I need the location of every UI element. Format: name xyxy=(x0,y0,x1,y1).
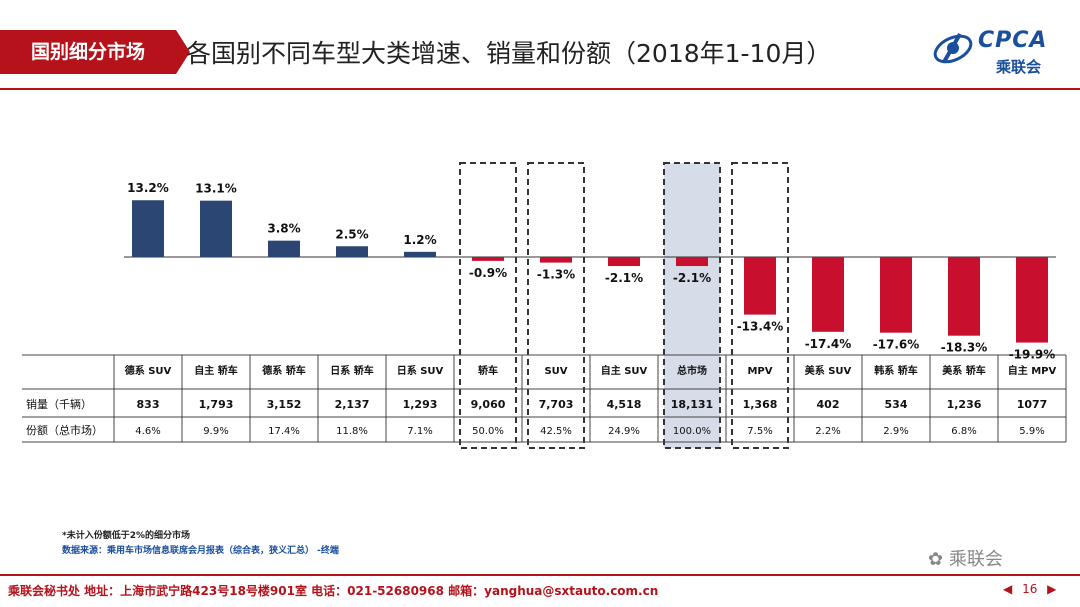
value-label: -19.9% xyxy=(1009,348,1056,362)
table-cell: 7.5% xyxy=(747,426,772,437)
bar xyxy=(676,257,708,267)
prev-page-button[interactable]: ◀ xyxy=(1003,582,1013,596)
row-label: 销量（千辆） xyxy=(26,397,92,411)
globe-icon xyxy=(933,33,973,64)
table-cell: 4.6% xyxy=(135,426,160,437)
table-cell: 1,236 xyxy=(947,398,982,411)
category-label: 德系 SUV xyxy=(124,364,172,377)
bar xyxy=(336,246,368,257)
page-title: 各国别不同车型大类增速、销量和份额（2018年1-10月） xyxy=(186,39,832,68)
bar xyxy=(812,257,844,332)
value-label: -13.4% xyxy=(737,320,784,334)
value-label: -2.1% xyxy=(605,271,643,285)
table-cell: 2.9% xyxy=(883,426,908,437)
value-label: 13.2% xyxy=(127,181,169,195)
table-cell: 5.9% xyxy=(1019,426,1044,437)
growth-chart: 13.2% 13.1% 3.8% 2.5% 1.2% -0.9% -1.3% -2.1% -2.… xyxy=(22,162,1067,449)
table-cell: 3,152 xyxy=(267,398,302,411)
bar xyxy=(948,257,980,336)
page-nav: ◀ 16 ▶ xyxy=(1000,582,1059,596)
bar xyxy=(540,257,572,263)
category-label: 美系 SUV xyxy=(805,364,852,377)
bar xyxy=(472,257,504,261)
table-cell: 11.8% xyxy=(336,426,368,437)
logo-subtext: 乘联会 xyxy=(996,58,1042,76)
table-cell: 833 xyxy=(137,398,160,411)
value-label: -0.9% xyxy=(469,266,507,280)
header-divider xyxy=(0,88,1080,90)
value-label: 3.8% xyxy=(267,222,300,236)
table-cell: 6.8% xyxy=(951,426,976,437)
table-cell: 24.9% xyxy=(608,426,640,437)
table-cell: 1,293 xyxy=(403,398,438,411)
category-label: 日系 轿车 xyxy=(330,364,373,377)
bar xyxy=(744,257,776,315)
bar xyxy=(132,200,164,257)
category-label: 自主 SUV xyxy=(601,364,648,377)
table-cell: 7,703 xyxy=(539,398,574,411)
category-label: 美系 轿车 xyxy=(942,364,985,377)
bar xyxy=(880,257,912,333)
category-label: 轿车 xyxy=(478,364,498,377)
value-label: -17.4% xyxy=(805,337,852,351)
category-label: 韩系 轿车 xyxy=(874,364,917,377)
table-cell: 402 xyxy=(817,398,840,411)
value-label: 13.1% xyxy=(195,182,237,196)
table-cell: 1077 xyxy=(1017,398,1048,411)
watermark-text: 乘联会 xyxy=(948,549,1003,570)
table-cell: 534 xyxy=(885,398,908,411)
table-cell: 4,518 xyxy=(607,398,642,411)
table-cell: 9,060 xyxy=(471,398,506,411)
table-cell: 9.9% xyxy=(203,426,228,437)
bar xyxy=(1016,257,1048,343)
category-labels: 德系 SUV 自主 轿车 德系 轿车 日系 轿车 日系 SUV 轿车 SUV 自主 SUV 总市… xyxy=(124,364,1057,377)
section-label: 国别细分市场 xyxy=(0,30,190,74)
table-cell: 18,131 xyxy=(671,398,713,411)
table-cell: 2.2% xyxy=(815,426,840,437)
table-cell: 100.0% xyxy=(673,426,711,437)
category-label: MPV xyxy=(747,366,772,377)
footnote: *未计入份额低于2%的细分市场 xyxy=(62,531,190,541)
value-label: 2.5% xyxy=(335,227,368,241)
highlight-box xyxy=(663,162,721,449)
table-cell: 7.1% xyxy=(407,426,432,437)
value-label: 1.2% xyxy=(403,233,436,247)
table-cell: 1,793 xyxy=(199,398,234,411)
next-page-button[interactable]: ▶ xyxy=(1047,582,1057,596)
data-source: 数据来源：乘用车市场信息联席会月报表（综合表，狭义汇总） -终端 xyxy=(62,546,339,556)
category-label: 日系 SUV xyxy=(397,364,444,377)
footer-contact: 乘联会秘书处 地址：上海市武宁路423号18号楼901室 电话：021-5268… xyxy=(8,584,659,598)
footer-divider xyxy=(0,574,1080,576)
table-cell: 42.5% xyxy=(540,426,572,437)
value-label: -1.3% xyxy=(537,268,575,282)
highlight-boxes xyxy=(459,162,789,449)
value-label: -17.6% xyxy=(873,338,920,352)
table-cell: 2,137 xyxy=(335,398,370,411)
bars xyxy=(124,200,1056,343)
table-grid xyxy=(22,354,1067,443)
table-cell: 50.0% xyxy=(472,426,504,437)
table-cell: 1,368 xyxy=(743,398,778,411)
wechat-watermark: ✿ 乘联会 xyxy=(928,545,1003,571)
row-label: 份额（总市场） xyxy=(26,423,103,437)
category-label: 总市场 xyxy=(677,364,707,377)
logo-text: CPCA xyxy=(978,28,1048,53)
bar xyxy=(404,251,436,257)
table-rows: 销量（千辆） 833 1,793 3,152 2,137 1,293 9,060 7,703 4… xyxy=(26,397,1047,437)
value-labels: 13.2% 13.1% 3.8% 2.5% 1.2% -0.9% -1.3% -2.1% -2.… xyxy=(127,181,1055,361)
wechat-icon: ✿ xyxy=(928,549,944,570)
category-label: 自主 MPV xyxy=(1008,364,1057,377)
bar xyxy=(608,257,640,267)
value-label: -2.1% xyxy=(673,271,711,285)
category-label: SUV xyxy=(544,366,567,377)
bar xyxy=(268,240,300,257)
value-label: -18.3% xyxy=(941,341,988,355)
table-cell: 17.4% xyxy=(268,426,300,437)
category-label: 自主 轿车 xyxy=(194,364,237,377)
page-number: 16 xyxy=(1022,582,1038,596)
bar xyxy=(200,200,232,257)
category-label: 德系 轿车 xyxy=(261,364,305,377)
cpca-logo: CPCA 乘联会 xyxy=(930,26,1075,80)
